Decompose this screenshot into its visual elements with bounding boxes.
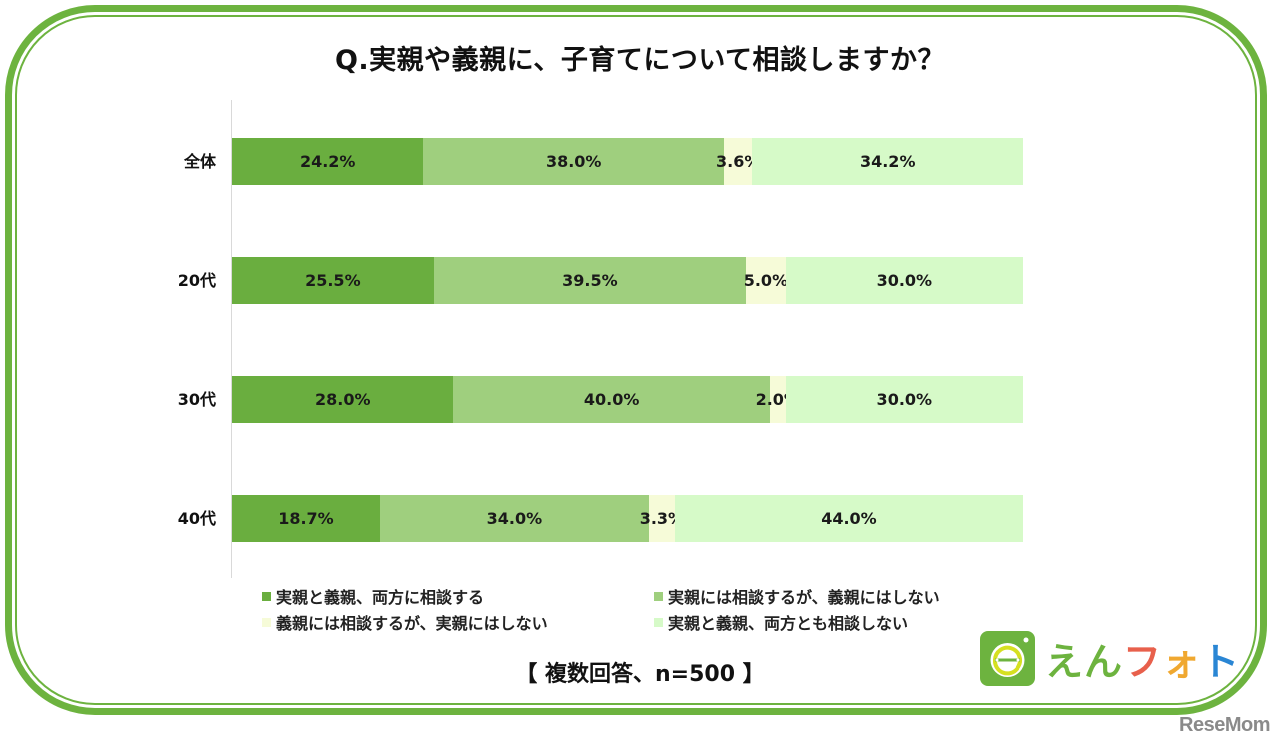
bar-segment: 24.2%: [232, 138, 424, 185]
legend-item: 実親と義親、両方に相談する: [262, 585, 654, 607]
logo-char: ん: [1084, 639, 1124, 684]
bar-segment: 30.0%: [785, 257, 1023, 304]
data-label: 44.0%: [821, 509, 877, 528]
frame-outer-border: [5, 5, 1267, 715]
resemom-watermark: ReseMom: [1179, 714, 1270, 736]
stacked-bar-row: 24.2% 38.0% 3.6% 34.2%: [232, 138, 1023, 185]
bar-segment: 2.0%: [756, 376, 800, 423]
stacked-bar-row: 28.0% 40.0% 2.0% 30.0%: [232, 376, 1023, 423]
legend-item: 義親には相談するが、実親にはしない: [262, 611, 654, 633]
bar-segment: 5.0%: [743, 257, 789, 304]
data-label: 18.7%: [278, 509, 334, 528]
bar-segment: 39.5%: [433, 257, 747, 304]
bar-segment: 28.0%: [232, 376, 454, 423]
logo-char: フ: [1123, 639, 1163, 684]
legend-label: 義親には相談するが、実親にはしない: [276, 614, 548, 633]
legend-swatch-icon: [654, 591, 663, 601]
legend-label: 実親と義親、両方とも相談しない: [668, 614, 909, 633]
data-label: 3.3%: [639, 509, 685, 528]
data-label: 25.5%: [305, 271, 361, 290]
data-label: 39.5%: [562, 271, 618, 290]
legend-swatch-icon: [262, 617, 271, 627]
legend-swatch-icon: [654, 617, 663, 627]
logo-char: ト: [1201, 639, 1241, 684]
chart-legend: 実親と義親、両方に相談する 実親には相談するが、義親にはしない義親には相談するが、…: [262, 585, 1022, 633]
bar-segment: 3.3%: [640, 495, 684, 542]
stacked-bar-row: 25.5% 39.5% 5.0% 30.0%: [232, 257, 1023, 304]
data-label: 3.6%: [716, 152, 761, 171]
category-label: 30代: [177, 390, 216, 409]
bar-segment: 34.0%: [379, 495, 649, 542]
data-label: 30.0%: [876, 271, 933, 290]
bar-segment: 3.6%: [716, 138, 760, 185]
bar-segment: 34.2%: [752, 138, 1023, 185]
bar-segment: 18.7%: [232, 495, 380, 542]
category-axis-line: [231, 100, 232, 578]
legend-swatch-icon: [262, 591, 271, 601]
enphoto-camera-e-icon: [980, 630, 1035, 686]
data-label: 38.0%: [545, 152, 602, 171]
data-label: 34.2%: [859, 152, 916, 171]
frame-inner-border: [15, 15, 1257, 705]
bar-segment: 44.0%: [674, 495, 1023, 542]
bar-segment: 38.0%: [423, 138, 724, 185]
data-label: 5.0%: [743, 271, 789, 290]
stacked-bar-row: 18.7% 34.0% 3.3% 44.0%: [232, 495, 1023, 542]
category-label: 40代: [177, 509, 216, 528]
legend-item: 実親と義親、両方とも相談しない: [654, 611, 1014, 633]
legend-item: 実親には相談するが、義親にはしない: [654, 585, 1014, 607]
chart-title: Q.実親や義親に、子育てについて相談しますか？: [334, 45, 946, 76]
category-label: 20代: [177, 271, 216, 290]
bar-segment: 30.0%: [785, 376, 1023, 423]
sample-note: 【 複数回答、n=500 】: [515, 662, 765, 687]
data-label: 24.2%: [299, 152, 356, 171]
category-label: 全体: [183, 152, 216, 171]
enphoto-wordmark: えんフォト: [1045, 631, 1240, 686]
logo-char: ォ: [1162, 639, 1202, 684]
logo-char: え: [1045, 639, 1085, 684]
data-label: 28.0%: [314, 390, 371, 409]
bar-segment: 25.5%: [232, 257, 434, 304]
bar-segment: 40.0%: [453, 376, 770, 423]
legend-label: 実親には相談するが、義親にはしない: [668, 588, 940, 607]
data-label: 30.0%: [876, 390, 933, 409]
data-label: 34.0%: [486, 509, 543, 528]
data-label: 40.0%: [583, 390, 640, 409]
enphoto-logo: えんフォト: [980, 630, 1240, 686]
legend-label: 実親と義親、両方に相談する: [276, 588, 485, 607]
